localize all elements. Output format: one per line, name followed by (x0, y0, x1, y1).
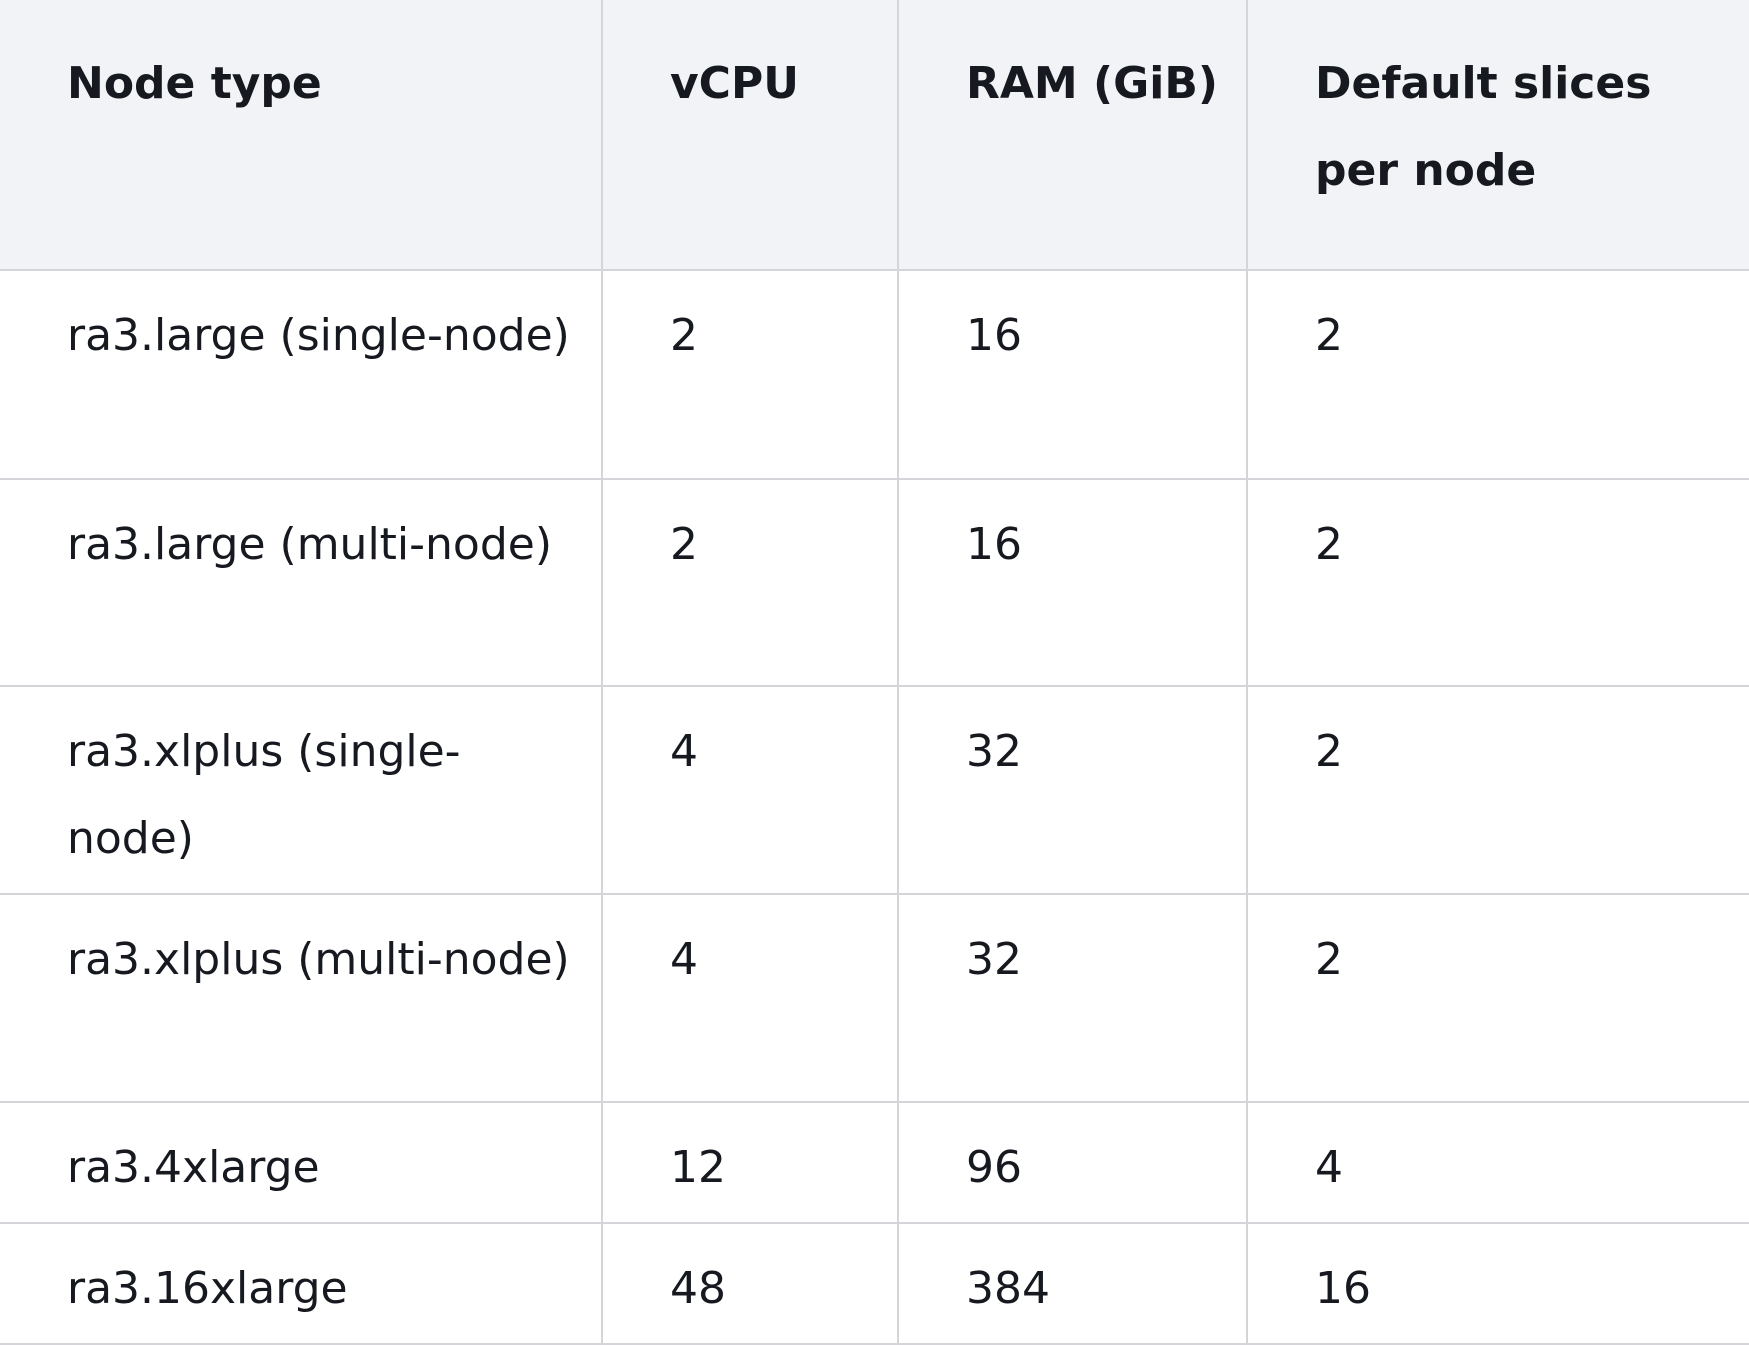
table-cell: 2 (1246, 478, 1749, 687)
table-row: ra3.16xlarge 48 384 16 (0, 1222, 1749, 1345)
table-cell: 32 (897, 893, 1248, 1103)
table-cell: ra3.xlplus (single-node) (0, 685, 603, 895)
header-cell: Node type (0, 0, 603, 271)
table-row: ra3.xlplus (multi-node) 4 32 2 (0, 893, 1749, 1103)
table-cell: 12 (601, 1101, 899, 1224)
table-row: ra3.large (multi-node) 2 16 2 (0, 478, 1749, 687)
table-cell: 32 (897, 685, 1248, 895)
table-cell: 16 (897, 269, 1248, 480)
table-cell: 2 (1246, 893, 1749, 1103)
header-row: Node type vCPU RAM (GiB) Default slices per… (0, 0, 1749, 271)
table-cell: 4 (601, 685, 899, 895)
header-cell: Default slices per node (1246, 0, 1749, 271)
table-cell: ra3.4xlarge (0, 1101, 603, 1224)
table-cell: 2 (1246, 269, 1749, 480)
table-cell: 2 (1246, 685, 1749, 895)
table-cell: 48 (601, 1222, 899, 1345)
table-cell: 384 (897, 1222, 1248, 1345)
table-row: ra3.xlplus (single-node) 4 32 2 (0, 685, 1749, 895)
header-cell: RAM (GiB) (897, 0, 1248, 271)
table-cell: ra3.large (multi-node) (0, 478, 603, 687)
table-cell: ra3.xlplus (multi-node) (0, 893, 603, 1103)
table-cell: 96 (897, 1101, 1248, 1224)
table-cell: ra3.large (single-node) (0, 269, 603, 480)
table-cell: 16 (897, 478, 1248, 687)
table-row: ra3.large (single-node) 2 16 2 (0, 269, 1749, 480)
header-cell: vCPU (601, 0, 899, 271)
table-cell: 2 (601, 478, 899, 687)
table-row: ra3.4xlarge 12 96 4 (0, 1101, 1749, 1224)
table-cell: 4 (601, 893, 899, 1103)
table-cell: 16 (1246, 1222, 1749, 1345)
table-cell: ra3.16xlarge (0, 1222, 603, 1345)
table-body: ra3.large (single-node) 2 16 2 ra3.large (mu… (0, 269, 1749, 1345)
table-cell: 4 (1246, 1101, 1749, 1224)
table-cell: 2 (601, 269, 899, 480)
